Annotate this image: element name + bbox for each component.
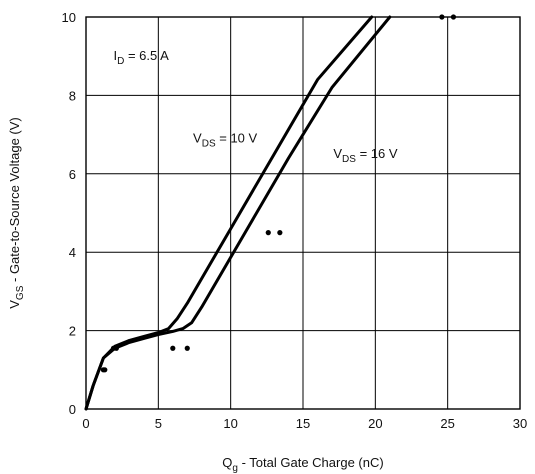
markers xyxy=(100,14,457,373)
x-axis-label: Qg - Total Gate Charge (nC) xyxy=(222,455,383,474)
x-tick-label: 30 xyxy=(513,416,527,431)
annotation-label: VDS = 16 V xyxy=(333,146,397,165)
y-tick-label: 10 xyxy=(62,10,76,25)
plot-frame xyxy=(85,16,521,410)
annotation-label: VDS = 10 V xyxy=(193,130,257,149)
x-tick-label: 10 xyxy=(223,416,237,431)
marker-dot xyxy=(170,345,176,351)
y-tick-label: 2 xyxy=(69,324,76,339)
marker-dot xyxy=(265,230,271,236)
marker-dot xyxy=(113,345,119,351)
y-tick-label: 4 xyxy=(69,245,76,260)
curves xyxy=(84,15,392,411)
y-axis-label: VGS - Gate-to-Source Voltage (V) xyxy=(7,117,26,308)
y-tick-label: 0 xyxy=(69,402,76,417)
x-tick-label: 15 xyxy=(296,416,310,431)
annotation-label: ID = 6.5 A xyxy=(113,48,169,67)
marker-dot xyxy=(184,345,190,351)
x-tick-label: 0 xyxy=(82,416,89,431)
marker-dot xyxy=(450,14,457,20)
x-tick-label: 25 xyxy=(440,416,454,431)
x-tick-label: 20 xyxy=(368,416,382,431)
series-line-2 xyxy=(84,15,392,411)
tick-labels: 0 5 10 15 20 25 30 0 2 4 6 8 10 xyxy=(62,10,528,431)
x-tick-label: 5 xyxy=(155,416,162,431)
marker-dot xyxy=(439,14,445,20)
marker-dot xyxy=(102,367,108,373)
grid-lines xyxy=(85,16,521,410)
y-tick-label: 8 xyxy=(69,88,76,103)
y-tick-label: 6 xyxy=(69,167,76,182)
marker-dot xyxy=(277,230,283,236)
annotations: ID = 6.5 A VDS = 10 V VDS = 16 V xyxy=(113,48,397,165)
series-line-1 xyxy=(84,15,374,411)
